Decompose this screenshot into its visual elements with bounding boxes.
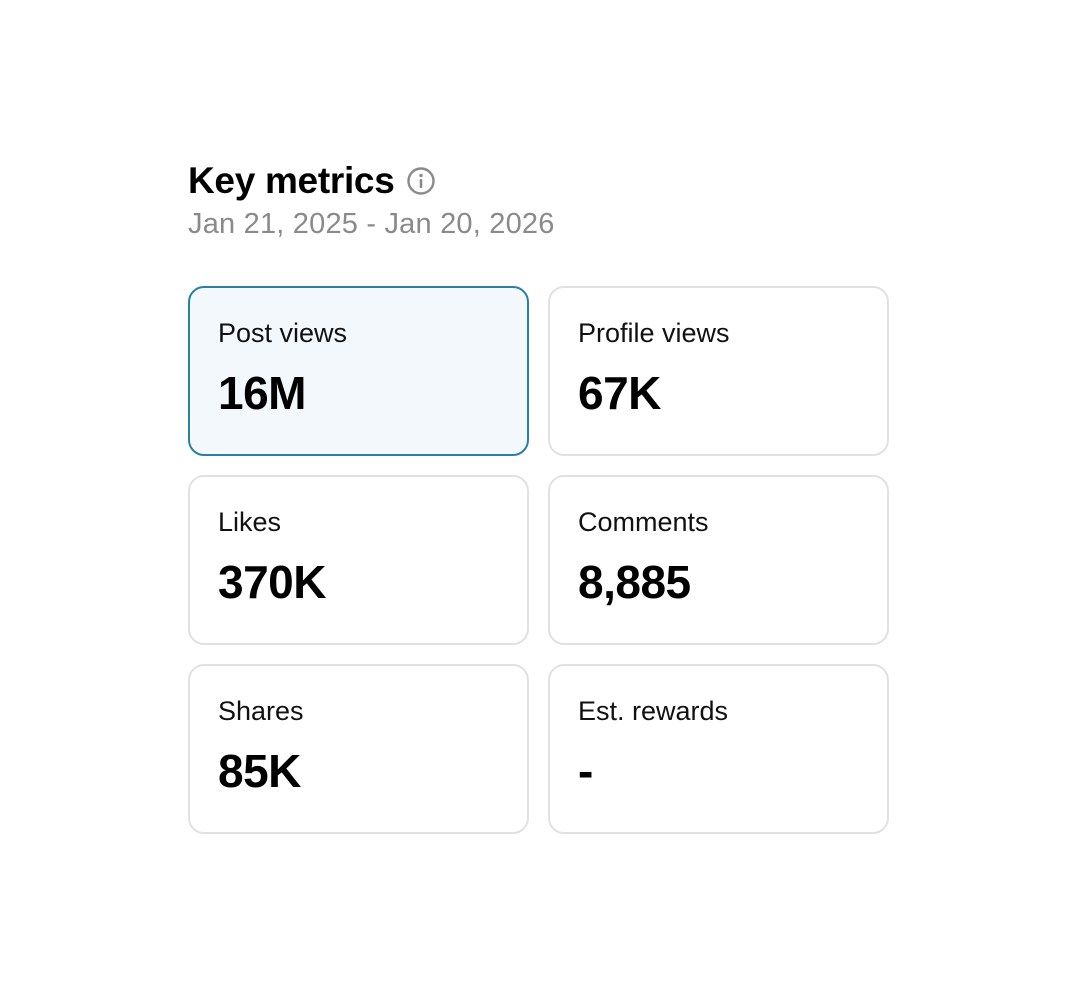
metric-label: Est. rewards <box>578 696 729 726</box>
metric-label: Post views <box>218 318 348 348</box>
metric-card-likes[interactable]: Likes 370K <box>188 475 529 645</box>
metric-label: Profile views <box>578 318 730 348</box>
metric-card-est-rewards[interactable]: Est. rewards - <box>548 664 889 834</box>
metric-card-post-views[interactable]: Post views 16M <box>188 286 529 456</box>
metric-card-profile-views[interactable]: Profile views 67K <box>548 286 889 456</box>
metric-label: Shares <box>218 696 304 726</box>
metric-value: - <box>578 745 593 797</box>
metric-label: Comments <box>578 507 709 537</box>
metric-value: 67K <box>578 367 661 419</box>
section-title: Key metrics <box>188 160 395 201</box>
date-range: Jan 21, 2025 - Jan 20, 2026 <box>188 208 555 240</box>
metric-value: 16M <box>218 367 306 419</box>
metric-value: 370K <box>218 556 326 608</box>
metric-card-comments[interactable]: Comments 8,885 <box>548 475 889 645</box>
key-metrics-section: Key metrics Jan 21, 2025 - Jan 20, 2026 … <box>188 158 890 834</box>
key-metrics-header: Key metrics <box>188 158 890 204</box>
metrics-grid: Post views 16M Profile views 67K Likes 3… <box>188 286 889 834</box>
metric-label: Likes <box>218 507 282 537</box>
metric-value: 85K <box>218 745 301 797</box>
metric-value: 8,885 <box>578 556 691 608</box>
info-icon[interactable] <box>406 166 436 196</box>
metric-card-shares[interactable]: Shares 85K <box>188 664 529 834</box>
